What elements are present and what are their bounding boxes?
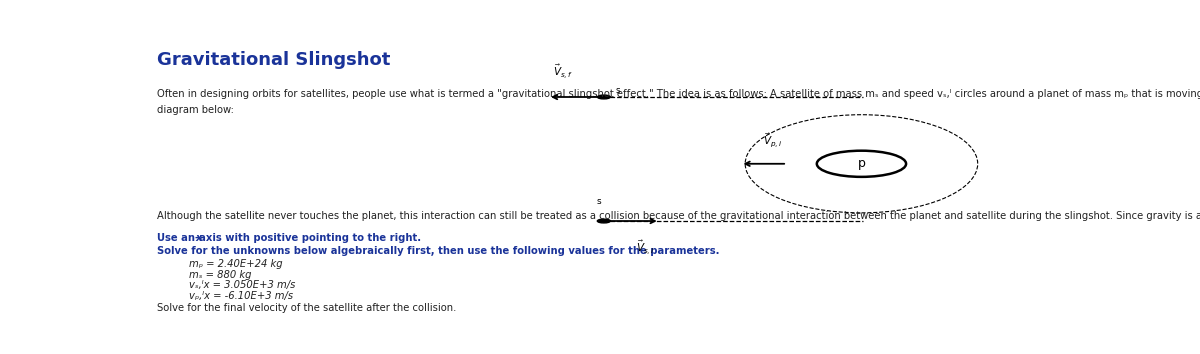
Text: Use an: Use an [156, 233, 198, 243]
Text: mₚ = 2.40E+24 kg: mₚ = 2.40E+24 kg [190, 259, 283, 269]
Circle shape [598, 95, 611, 99]
Text: mₛ = 880 kg: mₛ = 880 kg [190, 269, 252, 280]
Text: Although the satellite never touches the planet, this interaction can still be t: Although the satellite never touches the… [156, 211, 1200, 222]
Text: Often in designing orbits for satellites, people use what is termed a "gravitati: Often in designing orbits for satellites… [156, 89, 1200, 99]
Text: Gravitational Slingshot: Gravitational Slingshot [156, 51, 390, 69]
Text: p: p [858, 157, 865, 170]
Text: diagram below:: diagram below: [156, 105, 233, 115]
Circle shape [598, 219, 611, 223]
Text: s: s [596, 197, 601, 206]
Text: vₛ,ᴵx = 3.050E+3 m/s: vₛ,ᴵx = 3.050E+3 m/s [190, 280, 295, 290]
Text: $\vec{V}_{s,i}$: $\vec{V}_{s,i}$ [636, 239, 655, 257]
Text: -axis with positive pointing to the right.: -axis with positive pointing to the righ… [196, 233, 421, 243]
Text: s: s [616, 86, 620, 95]
Text: x: x [196, 233, 202, 243]
Text: Solve for the final velocity of the satellite after the collision.: Solve for the final velocity of the sate… [156, 303, 456, 313]
Text: $\vec{V}_{s,f}$: $\vec{V}_{s,f}$ [553, 62, 572, 81]
Text: vₚ,ᴵx = -6.10E+3 m/s: vₚ,ᴵx = -6.10E+3 m/s [190, 291, 293, 301]
Text: Solve for the unknowns below algebraically first, then use the following values : Solve for the unknowns below algebraical… [156, 246, 719, 256]
Text: $\vec{V}_{p,i}$: $\vec{V}_{p,i}$ [763, 131, 782, 149]
